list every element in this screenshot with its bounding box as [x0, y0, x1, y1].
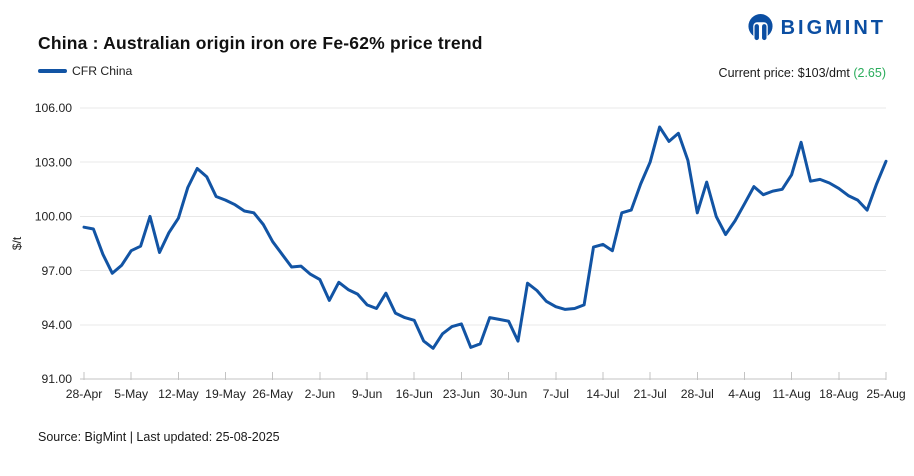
legend-item-cfr-china[interactable]: CFR China — [38, 64, 132, 78]
legend-line-swatch — [38, 69, 67, 73]
x-tick-label: 2-Jun — [305, 387, 336, 401]
bigmint-logo: BIGMINT — [747, 13, 886, 44]
x-tick-label: 12-May — [158, 387, 200, 401]
y-tick-label: 103.00 — [35, 155, 72, 169]
current-price-change: (2.65) — [853, 66, 886, 80]
bigmint-logo-text: BIGMINT — [780, 17, 886, 39]
y-tick-label: 91.00 — [42, 372, 73, 386]
x-tick-label: 14-Jul — [586, 387, 619, 401]
legend-label: CFR China — [72, 64, 133, 78]
y-tick-label: 97.00 — [42, 264, 73, 278]
x-tick-label: 21-Jul — [633, 387, 666, 401]
cfr-china-series-line — [82, 125, 888, 350]
source-note: Source: BigMint | Last updated: 25-08-20… — [38, 430, 280, 444]
x-tick-label: 11-Aug — [772, 387, 810, 401]
y-tick-label: 106.00 — [35, 101, 72, 115]
x-tick-label: 30-Jun — [490, 387, 527, 401]
x-tick-label: 28-Apr — [66, 387, 103, 401]
x-tick-label: 4-Aug — [728, 387, 761, 401]
x-tick-label: 9-Jun — [352, 387, 383, 401]
current-price-note: Current price: $103/dmt (2.65) — [719, 66, 886, 80]
x-tick-label: 5-May — [114, 387, 149, 401]
current-price-text: Current price: $103/dmt — [718, 66, 854, 80]
x-tick-label: 26-May — [252, 387, 294, 401]
x-tick-label: 19-May — [205, 387, 247, 401]
y-tick-label: 100.00 — [35, 210, 72, 224]
y-axis-title: $/t — [10, 236, 24, 250]
y-tick-label: 94.00 — [42, 318, 73, 332]
x-tick-label: 25-Aug — [866, 387, 905, 401]
page-title: China : Australian origin iron ore Fe-62… — [38, 33, 483, 53]
x-tick-label: 23-Jun — [443, 387, 480, 401]
x-tick-label: 16-Jun — [396, 387, 433, 401]
x-tick-label: 28-Jul — [681, 387, 714, 401]
x-tick-label: 7-Jul — [543, 387, 569, 401]
x-tick-label: 18-Aug — [819, 387, 858, 401]
bigmint-logo-icon — [748, 14, 773, 41]
